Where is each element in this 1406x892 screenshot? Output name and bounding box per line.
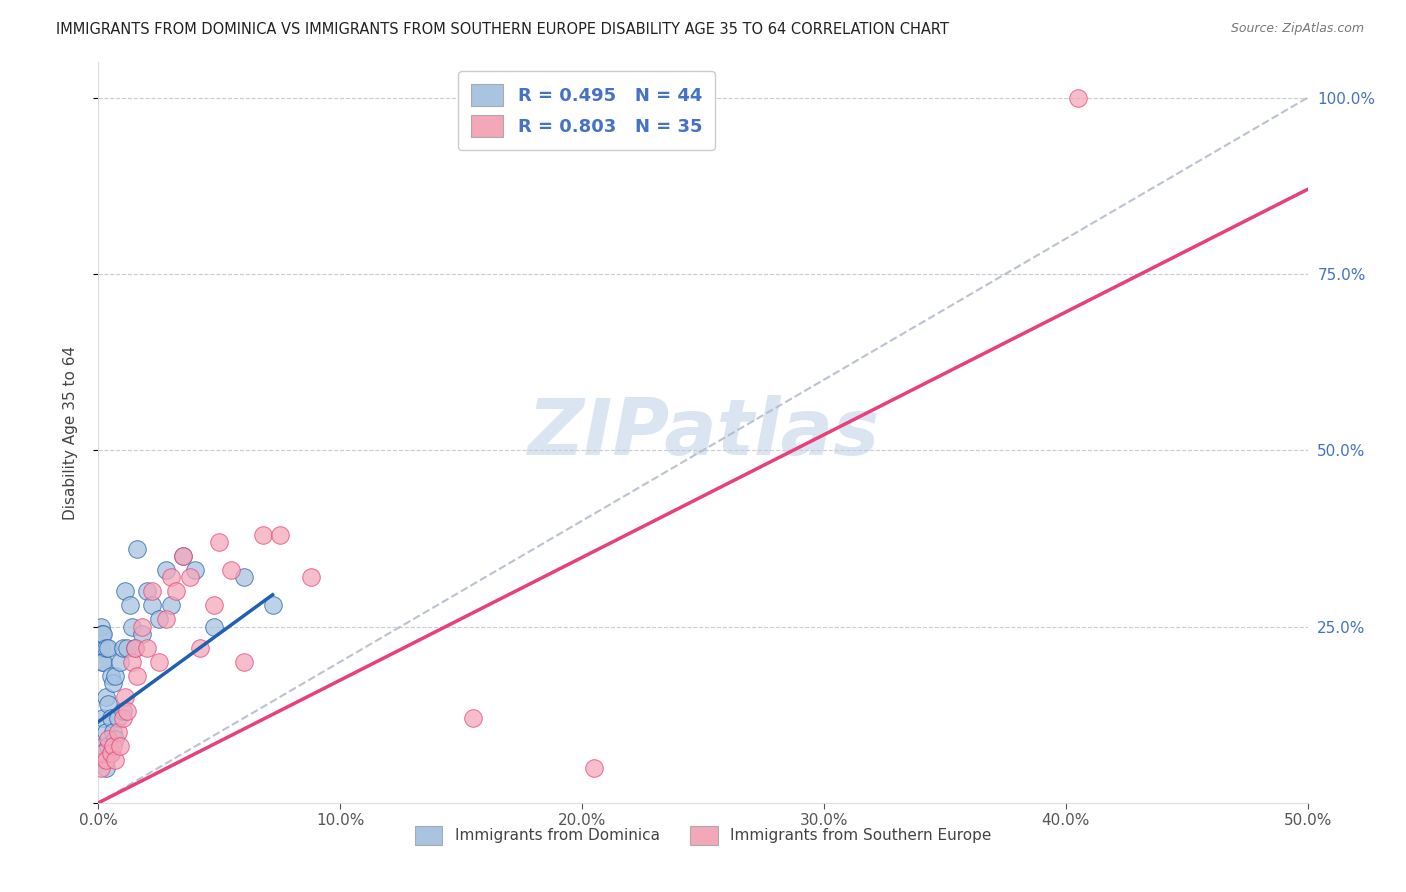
Point xyxy=(221,563,243,577)
Point xyxy=(117,640,139,655)
Point xyxy=(91,711,114,725)
Point xyxy=(252,528,274,542)
Point xyxy=(148,612,170,626)
Point xyxy=(1067,91,1090,105)
Point xyxy=(232,570,254,584)
Point xyxy=(90,619,112,633)
Point xyxy=(127,541,149,556)
Point xyxy=(114,584,136,599)
Point xyxy=(94,760,117,774)
Point xyxy=(90,760,112,774)
Point xyxy=(111,704,134,718)
Point xyxy=(184,563,207,577)
Point xyxy=(160,599,183,613)
Point xyxy=(108,655,131,669)
Point xyxy=(107,725,129,739)
Point xyxy=(172,549,194,563)
Y-axis label: Disability Age 35 to 64: Disability Age 35 to 64 xyxy=(63,345,77,520)
Point xyxy=(117,704,139,718)
Point xyxy=(155,612,177,626)
Point xyxy=(91,747,114,761)
Point xyxy=(208,535,231,549)
Point xyxy=(94,690,117,704)
Point xyxy=(111,640,134,655)
Point xyxy=(262,599,284,613)
Point xyxy=(204,619,226,633)
Point xyxy=(101,725,124,739)
Point xyxy=(172,549,194,563)
Text: Source: ZipAtlas.com: Source: ZipAtlas.com xyxy=(1230,22,1364,36)
Point xyxy=(204,599,226,613)
Point xyxy=(100,669,122,683)
Point xyxy=(179,570,201,584)
Point xyxy=(121,619,143,633)
Point xyxy=(124,640,146,655)
Point xyxy=(148,655,170,669)
Point xyxy=(463,711,485,725)
Point xyxy=(121,655,143,669)
Point xyxy=(91,739,114,754)
Point xyxy=(124,640,146,655)
Point xyxy=(135,640,157,655)
Point xyxy=(165,584,187,599)
Point xyxy=(118,599,141,613)
Point xyxy=(155,563,177,577)
Point xyxy=(94,725,117,739)
Point xyxy=(127,669,149,683)
Point xyxy=(299,570,322,584)
Point xyxy=(104,732,127,747)
Point xyxy=(104,669,127,683)
Point xyxy=(91,626,114,640)
Point xyxy=(141,584,163,599)
Text: ZIPatlas: ZIPatlas xyxy=(527,394,879,471)
Point xyxy=(104,754,127,768)
Point xyxy=(94,640,117,655)
Point xyxy=(131,626,153,640)
Point xyxy=(100,747,122,761)
Point xyxy=(583,760,606,774)
Point xyxy=(111,711,134,725)
Point xyxy=(188,640,211,655)
Point xyxy=(114,690,136,704)
Point xyxy=(97,697,120,711)
Point xyxy=(100,747,122,761)
Point xyxy=(160,570,183,584)
Point xyxy=(108,739,131,754)
Point xyxy=(232,655,254,669)
Point xyxy=(100,711,122,725)
Point xyxy=(107,711,129,725)
Text: IMMIGRANTS FROM DOMINICA VS IMMIGRANTS FROM SOUTHERN EUROPE DISABILITY AGE 35 TO: IMMIGRANTS FROM DOMINICA VS IMMIGRANTS F… xyxy=(56,22,949,37)
Point xyxy=(101,676,124,690)
Point xyxy=(91,655,114,669)
Point xyxy=(91,655,114,669)
Point xyxy=(135,584,157,599)
Point xyxy=(91,626,114,640)
Point xyxy=(101,739,124,754)
Point xyxy=(97,732,120,747)
Point xyxy=(97,739,120,754)
Point xyxy=(141,599,163,613)
Point xyxy=(131,619,153,633)
Point xyxy=(97,640,120,655)
Point xyxy=(89,754,111,768)
Legend: Immigrants from Dominica, Immigrants from Southern Europe: Immigrants from Dominica, Immigrants fro… xyxy=(409,820,997,851)
Point xyxy=(90,640,112,655)
Point xyxy=(269,528,291,542)
Point xyxy=(94,754,117,768)
